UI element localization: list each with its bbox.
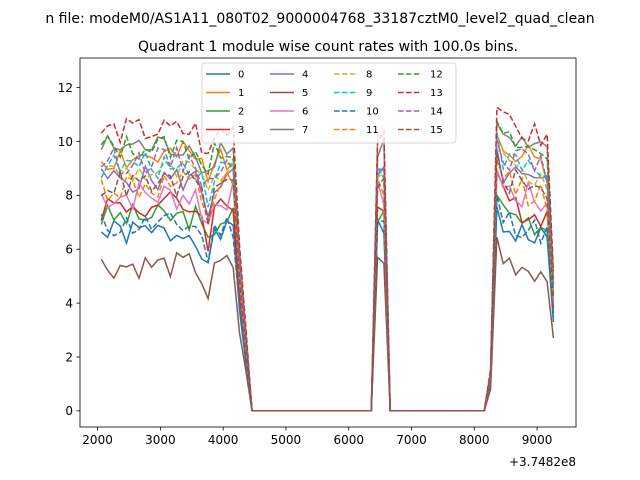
- y-tick-label: 2: [65, 350, 73, 364]
- legend-label-5: 5: [302, 88, 308, 99]
- x-tick-label: 9000: [522, 433, 553, 447]
- legend-label-10: 10: [366, 107, 379, 118]
- legend-label-15: 15: [430, 125, 443, 136]
- x-tick-label: 2000: [82, 433, 113, 447]
- legend-label-9: 9: [366, 88, 372, 99]
- chart-title: Quadrant 1 module wise count rates with …: [138, 39, 518, 55]
- series-line-11: [100, 159, 555, 412]
- x-tick-label: 6000: [333, 433, 364, 447]
- figure-suptitle: n file: modeM0/AS1A11_080T02_9000004768_…: [45, 11, 594, 27]
- legend-label-11: 11: [366, 125, 379, 136]
- legend-label-7: 7: [302, 125, 308, 136]
- series-line-6: [100, 169, 555, 412]
- series-line-0: [100, 206, 555, 412]
- axes-frame: [79, 57, 577, 428]
- x-tick-label: 5000: [271, 433, 302, 447]
- legend-label-0: 0: [238, 70, 244, 81]
- legend-box: [201, 62, 457, 144]
- series-line-15: [100, 152, 555, 412]
- series-line-10: [100, 194, 555, 412]
- x-tick-label: 3000: [145, 433, 176, 447]
- x-tick-label: 8000: [459, 433, 490, 447]
- legend-label-6: 6: [302, 107, 308, 118]
- y-tick-label: 12: [58, 81, 73, 95]
- y-tick-label: 4: [65, 296, 73, 310]
- legend-label-13: 13: [430, 88, 443, 99]
- plot-area: 2000 3000 4000 5000 6000 7000 8000 900002468101…: [58, 57, 577, 447]
- legend-label-1: 1: [238, 88, 244, 99]
- legend-label-3: 3: [238, 125, 244, 136]
- series-line-3: [100, 171, 555, 412]
- legend-label-4: 4: [302, 70, 308, 81]
- y-tick-label: 0: [65, 404, 73, 418]
- legend-label-12: 12: [430, 70, 443, 81]
- y-tick-label: 6: [65, 243, 73, 257]
- x-tick-label: 7000: [396, 433, 427, 447]
- legend-label-2: 2: [238, 107, 244, 118]
- x-tick-label: 4000: [208, 433, 239, 447]
- series-line-2: [100, 192, 555, 412]
- series-line-4: [100, 148, 555, 412]
- legend-label-14: 14: [430, 107, 443, 118]
- y-tick-label: 8: [65, 189, 73, 203]
- x-offset-text: +3.7482e8: [509, 455, 576, 469]
- legend-label-8: 8: [366, 70, 372, 81]
- series-line-5: [100, 237, 555, 412]
- y-tick-label: 10: [58, 135, 73, 149]
- series-line-7: [100, 120, 555, 412]
